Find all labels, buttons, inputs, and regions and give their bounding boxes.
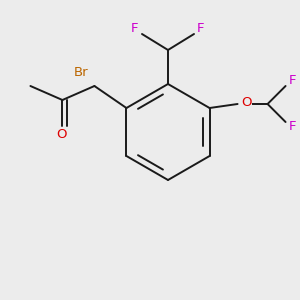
Text: O: O	[56, 128, 67, 142]
Text: O: O	[241, 95, 252, 109]
Text: F: F	[131, 22, 139, 35]
Text: Br: Br	[74, 67, 89, 80]
Text: F: F	[289, 74, 296, 88]
Text: F: F	[289, 121, 296, 134]
Text: F: F	[197, 22, 205, 35]
